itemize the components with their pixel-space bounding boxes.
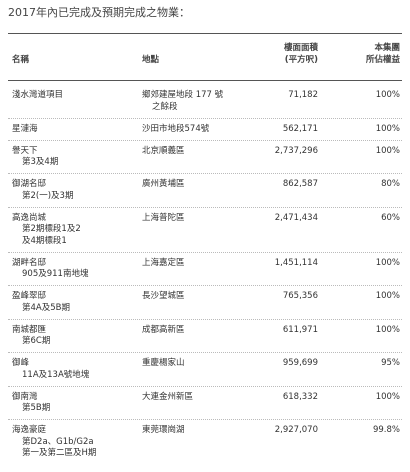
project-name: 第4A及5B期: [22, 302, 70, 313]
share: 100%: [375, 145, 400, 156]
row-rule: [8, 318, 402, 320]
header-cell: 名稱: [12, 54, 30, 65]
location: 長沙望城區: [142, 291, 185, 301]
project-name: 御峰: [12, 358, 30, 368]
floor-area: 618,332: [282, 391, 318, 402]
location: 北京順義區: [142, 145, 185, 156]
project-name: 譽天下: [12, 145, 38, 156]
row-rule: [8, 251, 402, 253]
location: 鄉郊建屋地段 177 號: [142, 90, 224, 100]
floor-area: 611,971: [282, 324, 318, 335]
floor-area: 1,451,114: [274, 257, 318, 268]
row-rule: [8, 385, 402, 387]
share: 95%: [381, 358, 400, 368]
floor-area: 2,471,434: [274, 212, 318, 223]
location: 重慶楊家山: [142, 358, 185, 368]
share: 99.8%: [372, 425, 400, 435]
row-rule: [8, 173, 402, 174]
header-cell: 地點: [142, 54, 160, 65]
location: 上海普陀區: [142, 212, 185, 223]
project-name: 905及911南地塊: [22, 269, 89, 279]
location: 之餘段: [152, 101, 178, 112]
project-name: 第5B期: [22, 403, 51, 413]
header-cell: 樓面面積: [283, 43, 318, 53]
header-rule: [8, 33, 402, 34]
share: 100%: [375, 324, 400, 335]
project-name: 盈峰翠邸: [12, 291, 47, 301]
row-rule: [8, 117, 402, 119]
row-rule: [8, 139, 402, 141]
project-name: 星漣海: [12, 123, 38, 134]
share: 80%: [381, 179, 400, 189]
floor-area: 765,356: [282, 291, 318, 301]
project-name: 御湖名邸: [12, 179, 47, 189]
project-name: 湖畔名邸: [12, 257, 47, 268]
location: 成都高新區: [142, 324, 185, 335]
project-name: 南城都匯: [12, 324, 47, 335]
project-name: 御南灣: [12, 391, 38, 402]
share: 100%: [375, 291, 400, 301]
location: 大連金州新區: [142, 391, 194, 402]
share: 100%: [375, 257, 400, 268]
share: 100%: [375, 90, 400, 100]
project-name: 淺水灣道項目: [12, 90, 64, 100]
header-rule: [8, 80, 402, 81]
project-name: 第6C期: [22, 336, 51, 346]
project-name: 第D2a、G1b/G2a: [22, 436, 94, 447]
project-name: 11A及13A號地塊: [22, 369, 90, 380]
share: 60%: [381, 212, 400, 223]
header-cell: (平方呎): [284, 54, 318, 65]
location: 廣州黃埔區: [142, 179, 185, 189]
row-rule: [8, 285, 402, 286]
project-name: 第2(一)及3期: [22, 190, 74, 201]
project-name: 及4期標段1: [22, 235, 67, 246]
row-rule: [8, 352, 402, 353]
floor-area: 2,737,296: [274, 145, 318, 156]
row-rule: [8, 419, 402, 420]
floor-area: 2,927,070: [274, 425, 318, 435]
floor-area: 562,171: [282, 123, 318, 134]
project-name: 海逸豪庭: [12, 425, 47, 435]
header-cell: 本集團: [374, 43, 400, 53]
location: 沙田市地段574號: [142, 123, 210, 134]
share: 100%: [375, 391, 400, 402]
floor-area: 959,699: [282, 358, 318, 368]
location: 東莞環崗湖: [142, 425, 185, 435]
project-name: 第2期標段1及2: [22, 224, 81, 234]
project-name: 第一及第二區及H期: [22, 448, 97, 458]
header-cell: 所佔權益: [365, 54, 400, 65]
project-name: 第3及4期: [22, 157, 59, 167]
location: 上海嘉定區: [142, 257, 185, 268]
row-rule: [8, 206, 402, 208]
floor-area: 862,587: [282, 179, 318, 189]
title: 2017年內已完成及預期完成之物業：: [8, 6, 190, 19]
share: 100%: [375, 123, 400, 134]
project-name: 高逸尚城: [12, 212, 47, 223]
floor-area: 71,182: [288, 90, 318, 100]
